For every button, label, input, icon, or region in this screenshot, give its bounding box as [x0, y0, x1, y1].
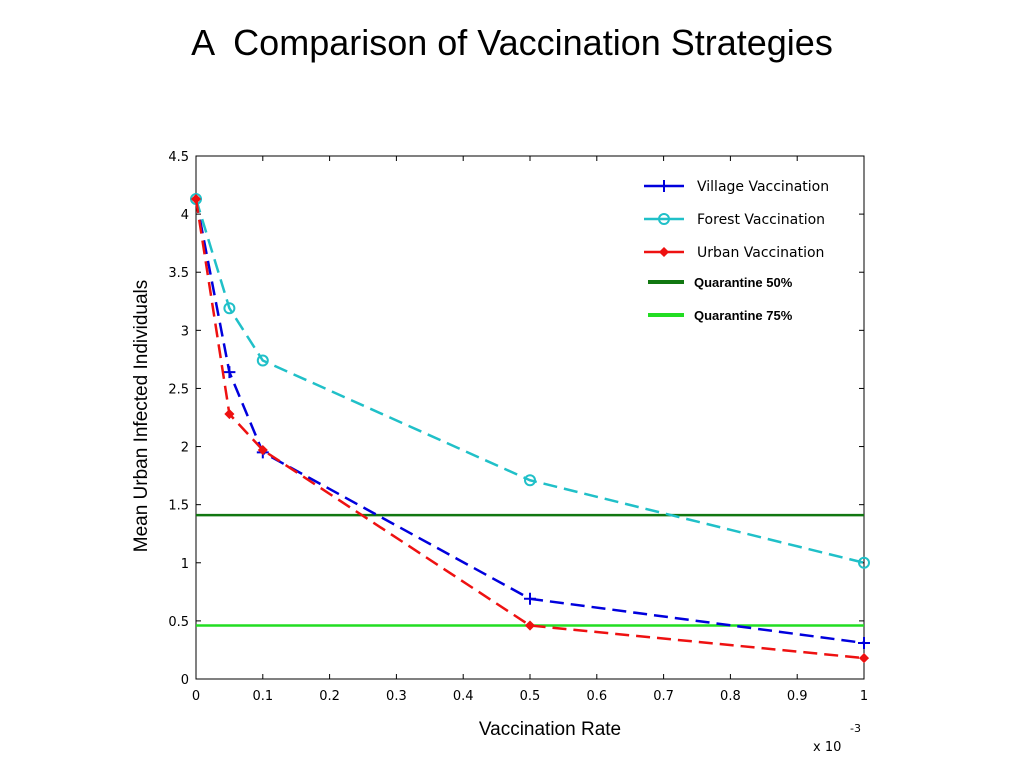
data-point-diamond: [224, 408, 235, 420]
data-point-diamond: [658, 246, 670, 258]
plot-area: [195, 155, 865, 680]
data-point-circle: [524, 474, 536, 487]
y-tick-label: 1: [181, 557, 189, 572]
legend-label: Urban Vaccination: [697, 245, 824, 261]
data-point-circle: [858, 556, 870, 569]
x-tick-label: 0.8: [720, 689, 741, 704]
legend-label: Quarantine 50%: [694, 275, 793, 290]
data-point-plus: [223, 366, 236, 379]
x-tick-label: 0.5: [520, 689, 541, 704]
data-point-plus: [524, 592, 536, 605]
y-tick-label: 2.5: [168, 382, 189, 397]
legend-entry: Quarantine 75%: [648, 308, 793, 323]
data-point-circle: [256, 354, 269, 367]
x-multiplier-label: x 10: [813, 740, 841, 755]
x-tick-label: 0.1: [252, 689, 273, 704]
y-tick-label: 0.5: [168, 615, 189, 630]
data-point-plus: [858, 636, 870, 649]
legend-entry: Urban Vaccination: [644, 245, 824, 261]
y-tick-label: 0: [181, 673, 189, 688]
x-tick-label: 0: [192, 689, 200, 704]
y-tick-label: 4: [181, 208, 189, 223]
x-tick-label: 0.6: [586, 689, 607, 704]
legend-entry: Quarantine 50%: [648, 275, 793, 290]
data-point-diamond: [524, 620, 536, 631]
data-point-diamond: [858, 653, 870, 664]
data-point-plus: [658, 180, 670, 192]
legend-label: Quarantine 75%: [694, 308, 793, 323]
x-tick-label: 1: [860, 689, 868, 704]
data-point-diamond: [257, 444, 268, 456]
x-tick-label: 0.9: [787, 689, 808, 704]
legend-label: Forest Vaccination: [697, 212, 825, 228]
y-axis-label: Mean Urban Infected Individuals: [131, 280, 152, 553]
slide-title: A Comparison of Vaccination Strategies: [191, 22, 833, 63]
y-tick-label: 1.5: [168, 499, 189, 514]
series-line: [194, 198, 865, 660]
legend-entry: Village Vaccination: [644, 179, 829, 195]
y-tick-label: 3.5: [168, 266, 189, 281]
legend-label: Village Vaccination: [697, 179, 829, 195]
x-tick-label: 0.7: [653, 689, 674, 704]
data-point-circle: [658, 213, 670, 225]
legend-entry: Forest Vaccination: [644, 212, 825, 228]
data-point-diamond: [190, 193, 202, 205]
y-tick-label: 4.5: [168, 150, 189, 165]
series-line: [194, 198, 865, 564]
x-multiplier-exponent: -3: [850, 722, 861, 735]
series-group: [190, 193, 870, 664]
y-tick-label: 2: [181, 441, 189, 456]
x-tick-label: 0.4: [453, 689, 474, 704]
x-tick-label: 0.2: [319, 689, 340, 704]
data-point-circle: [223, 302, 236, 315]
x-axis-label: Vaccination Rate: [479, 719, 621, 740]
y-tick-label: 3: [181, 324, 189, 339]
x-tick-label: 0.3: [386, 689, 407, 704]
